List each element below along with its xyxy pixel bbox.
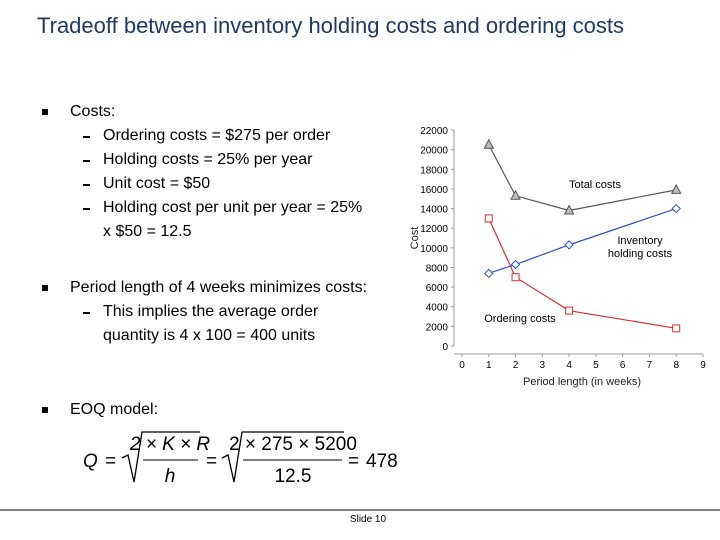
bullet-marker — [42, 285, 48, 291]
sub-bullet-text: Holding cost per unit per year = 25% x $… — [103, 199, 363, 240]
marker — [563, 204, 575, 215]
y-tick-label: 2000 — [426, 322, 449, 333]
formula-equals: = — [348, 451, 359, 472]
bullet-text: EOQ model: — [70, 401, 159, 418]
formula-numerator: 2 × 275 × 5200 — [229, 434, 357, 455]
marker — [511, 273, 520, 282]
formula-numerator: 2 × K × R — [129, 434, 211, 455]
y-tick-label: 20000 — [420, 146, 448, 157]
marker — [483, 138, 495, 149]
marker — [510, 189, 521, 200]
y-tick-label: 18000 — [420, 165, 448, 176]
y-axis-label: Cost — [409, 227, 421, 250]
bullet-text: Costs: — [70, 103, 116, 120]
slide-title: Tradeoff between inventory holding costs… — [37, 13, 625, 38]
formula-equals: = — [105, 451, 116, 472]
y-tick-label: 6000 — [426, 283, 449, 294]
series-label: Inventory holding costs — [608, 235, 673, 260]
y-tick-label: 4000 — [426, 303, 449, 314]
series-line — [488, 144, 677, 212]
sub-dash — [83, 136, 90, 138]
radical — [121, 431, 200, 483]
marker — [670, 183, 682, 194]
sub-bullet-text: Ordering costs = $275 per order — [103, 127, 331, 144]
x-axis-label: Period length (in weeks) — [523, 376, 641, 388]
marker — [564, 240, 574, 250]
series-line — [488, 207, 677, 274]
x-tick-label: 5 — [593, 360, 599, 371]
series-line — [488, 218, 677, 329]
sub-bullet-text: This implies the average order quantity … — [103, 303, 319, 344]
formula-denominator: 12.5 — [275, 466, 312, 487]
radical — [221, 431, 344, 483]
sub-bullet-text: Holding costs = 25% per year — [103, 151, 313, 168]
x-tick-label: 7 — [647, 360, 653, 371]
x-tick-label: 8 — [673, 360, 679, 371]
x-tick-label: 1 — [486, 360, 492, 371]
footer: Slide 10 — [350, 514, 387, 525]
formula-result: 478 — [366, 451, 398, 472]
sub-dash — [83, 208, 90, 210]
y-tick-label: 14000 — [420, 205, 448, 216]
y-tick-label: 22000 — [420, 126, 448, 137]
marker — [672, 324, 681, 333]
bullet-marker — [42, 109, 48, 115]
marker — [565, 306, 574, 315]
y-tick-label: 16000 — [420, 185, 448, 196]
y-tick-label: 12000 — [420, 224, 448, 235]
sub-dash — [83, 312, 90, 314]
marker — [671, 203, 681, 214]
y-tick-label: 0 — [442, 342, 448, 353]
bullet-marker — [42, 407, 48, 413]
x-tick-label: 9 — [700, 360, 706, 371]
y-tick-label: 10000 — [420, 244, 448, 255]
sub-bullet-text: Unit cost = $50 — [103, 175, 211, 192]
x-tick-label: 0 — [459, 360, 465, 371]
sub-dash — [83, 184, 90, 186]
formula-denominator: h — [165, 466, 176, 487]
formula-equals: = — [206, 451, 217, 472]
marker — [484, 214, 493, 223]
x-tick-label: 3 — [540, 360, 546, 371]
x-tick-label: 4 — [566, 360, 572, 371]
formula: Q = 2 × K × R h = 2 × 275 × 5200 12.5 = … — [83, 431, 398, 487]
marker — [484, 268, 494, 279]
x-tick-label: 6 — [620, 360, 626, 371]
x-tick-label: 2 — [513, 360, 519, 371]
sub-dash — [83, 160, 90, 162]
marker — [510, 259, 521, 270]
bullet-text: Period length of 4 weeks minimizes costs… — [70, 279, 368, 296]
formula-lhs: Q — [83, 451, 98, 472]
series-label: Total costs — [569, 179, 621, 191]
y-tick-label: 8000 — [426, 263, 449, 274]
series-label: Ordering costs — [484, 313, 556, 325]
